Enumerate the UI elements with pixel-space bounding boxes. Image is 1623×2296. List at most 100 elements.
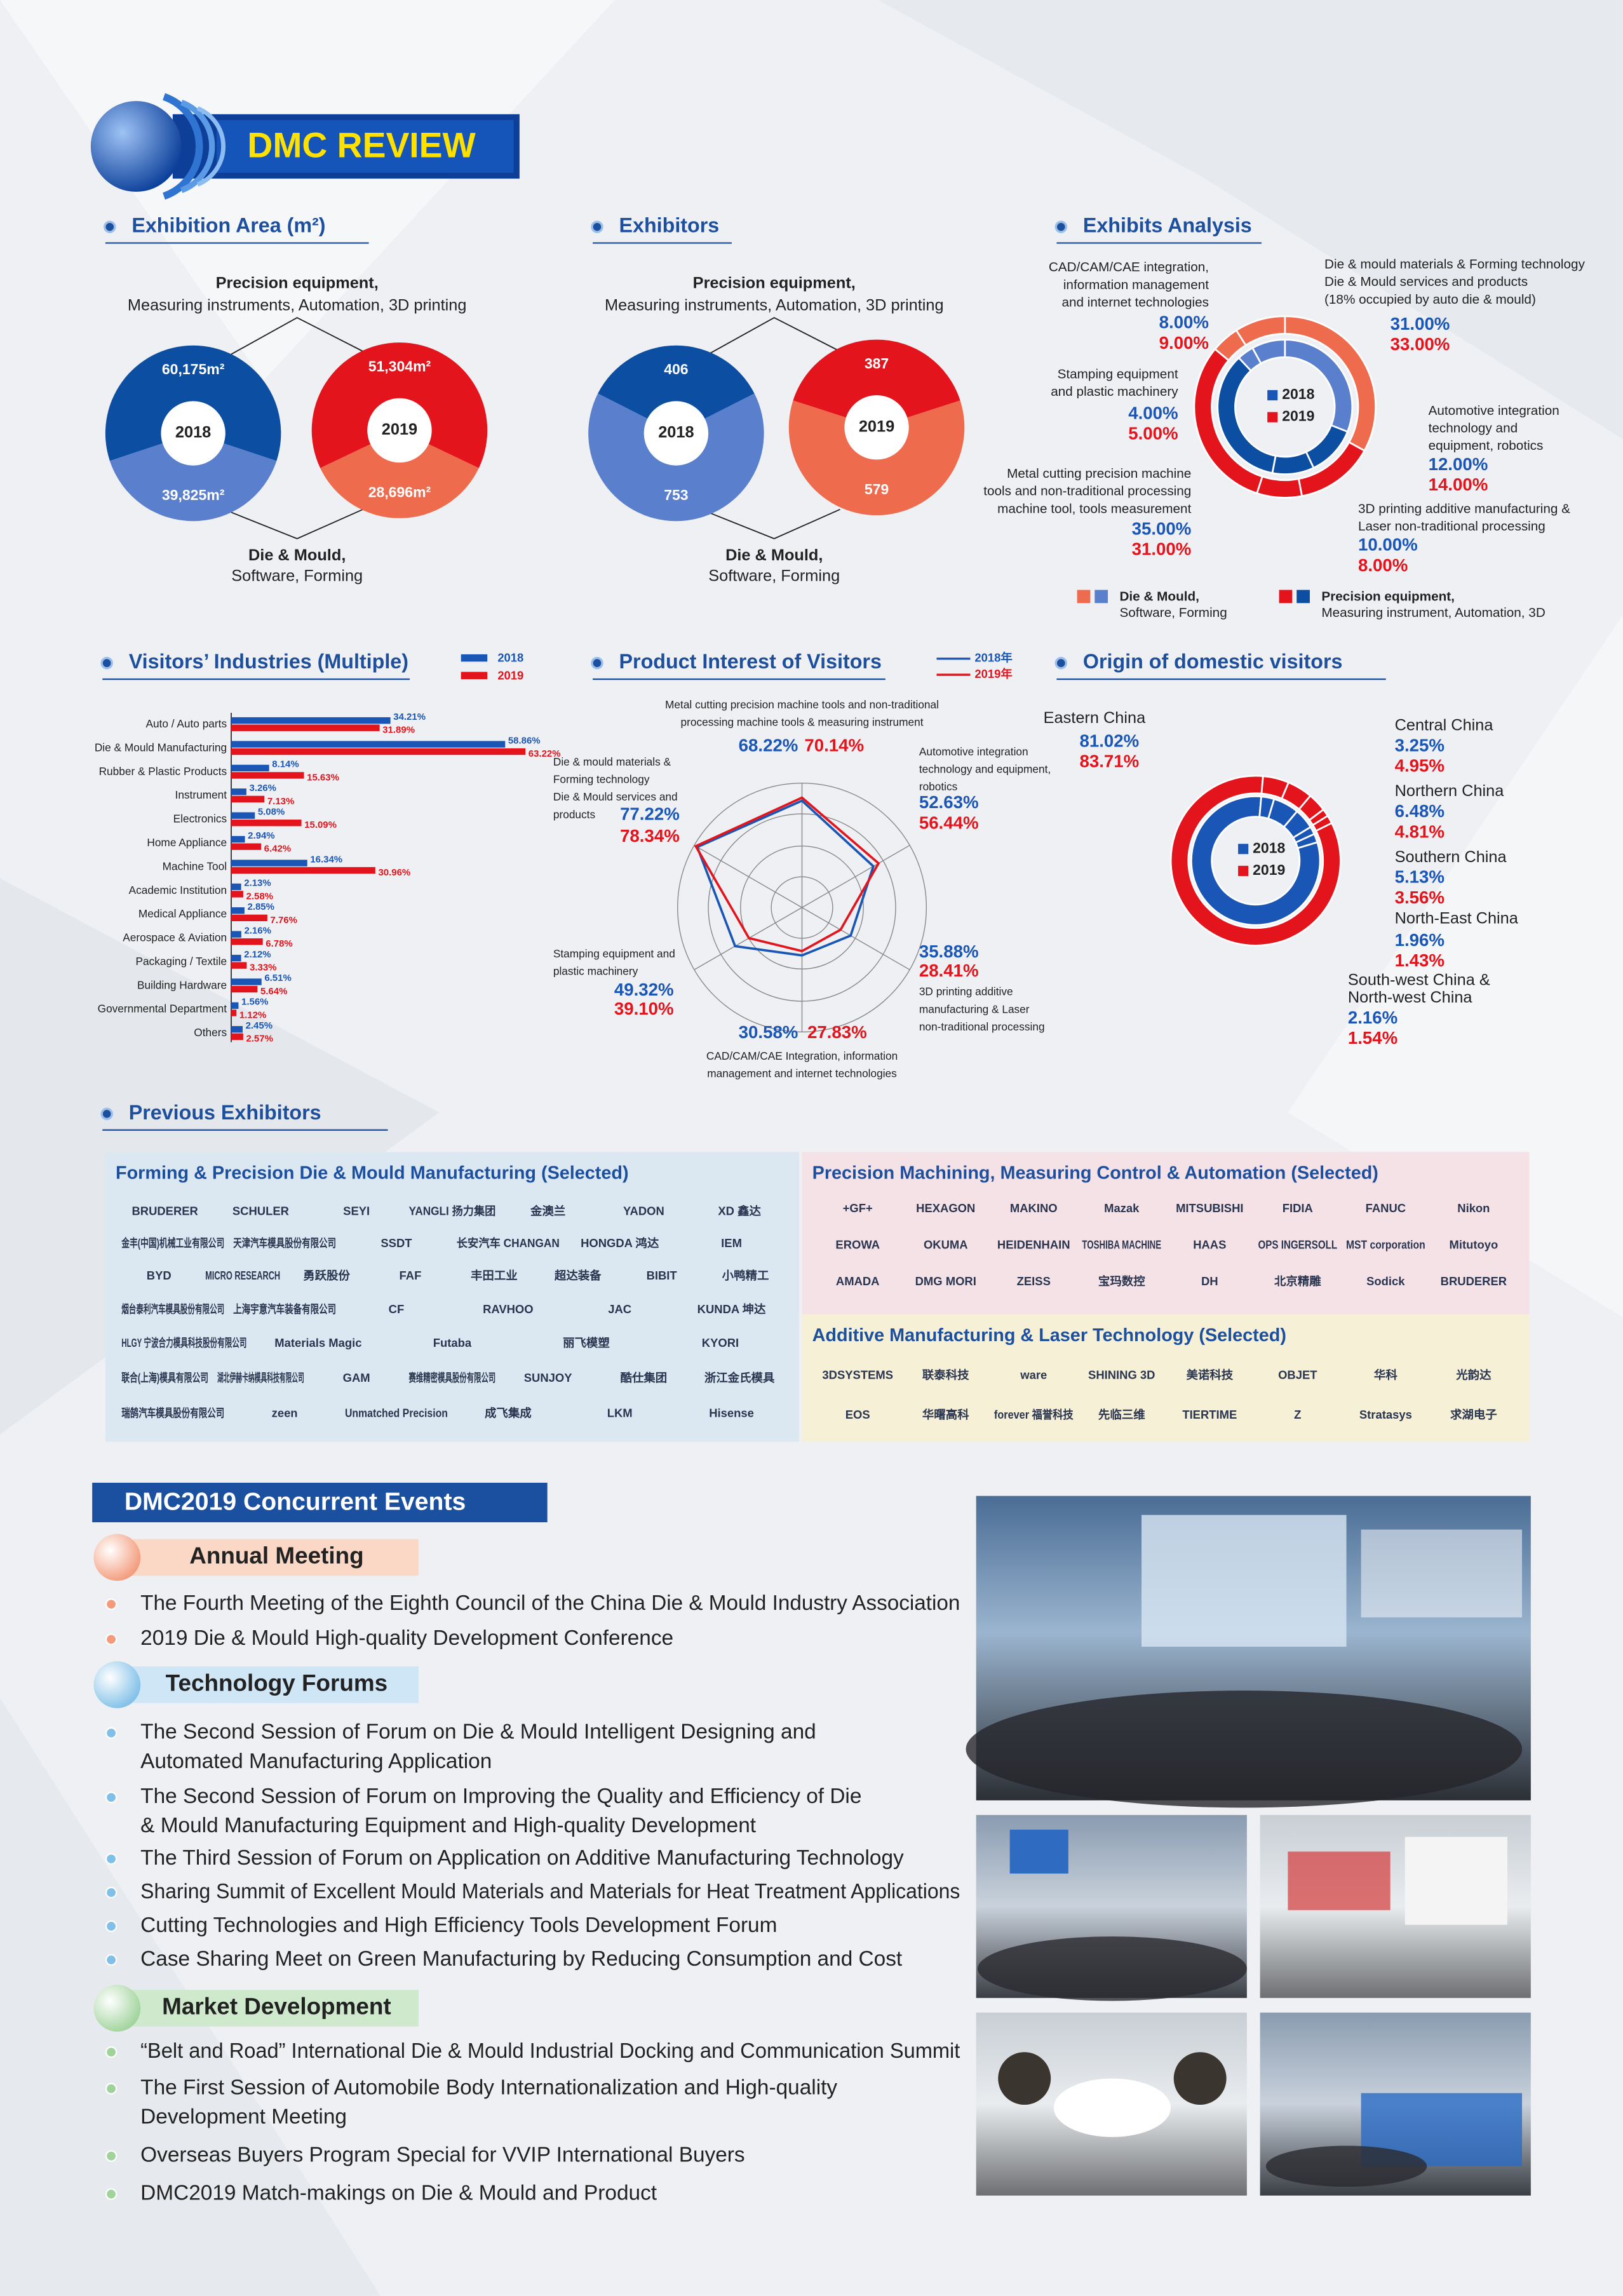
exhibitor-logo: Hisense <box>709 1406 754 1419</box>
exhibitor-logo: 联合(上海)模具有限公司 <box>121 1371 208 1384</box>
value-label: 1.12% <box>239 1010 266 1020</box>
item-bullet <box>105 1598 118 1611</box>
exhibitor-logo: SSDT <box>380 1236 412 1250</box>
item-bullet <box>105 1920 118 1933</box>
category-label: Others <box>194 1026 227 1039</box>
value-label: 58.86% <box>508 735 541 746</box>
category-label: Stamping equipment and <box>553 947 675 960</box>
category-label: management and internet technologies <box>707 1067 897 1080</box>
radar-axis <box>802 907 910 970</box>
header-arc <box>163 93 203 200</box>
donut-hole <box>844 395 909 460</box>
category-label: Packaging / Textile <box>135 955 227 968</box>
legend-label: 2018 <box>1282 386 1314 402</box>
legend-swatch <box>461 672 488 680</box>
exhibitor-logo: 烟台泰利汽车模具股份有限公司 <box>121 1302 224 1316</box>
section-title: Exhibits Analysis <box>1083 214 1252 237</box>
donut-slice <box>598 345 755 419</box>
exhibitor-logo: HEXAGON <box>916 1201 975 1215</box>
legend-label: 2018年 <box>974 651 1012 665</box>
legend-label: 2019 <box>1282 408 1314 424</box>
legend-swatch <box>1296 590 1310 604</box>
value-label: 5.64% <box>260 986 287 997</box>
legend-swatch <box>1267 390 1278 401</box>
bar <box>231 788 246 795</box>
radar-axis <box>802 844 910 908</box>
exhibitor-logo: YADON <box>623 1205 664 1218</box>
exhibitor-logo: 联泰科技 <box>922 1368 969 1382</box>
exhibitor-logo: MAKINO <box>1010 1201 1058 1215</box>
exhibitor-logo: KYORI <box>702 1336 739 1349</box>
donut-hole <box>643 401 709 466</box>
bar <box>231 843 262 850</box>
category-label: Metal cutting precision machine tools an… <box>665 698 939 711</box>
header-arc <box>180 100 215 193</box>
section-bullet <box>591 656 603 670</box>
donut-center-label: 2018 <box>175 424 211 442</box>
bar <box>231 860 307 867</box>
value-label: 8.14% <box>272 759 299 770</box>
exhibitor-logo: HAAS <box>1193 1238 1226 1252</box>
panel <box>802 1314 1530 1442</box>
value-label: 2.12% <box>244 949 271 960</box>
group-heading: Technology Forums <box>166 1670 388 1696</box>
exhibitor-logo: TOSHIBA MACHINE <box>1082 1238 1161 1252</box>
value-label: 2.45% <box>246 1020 273 1031</box>
value-label: 9.00% <box>1159 333 1209 353</box>
exhibitor-logo: 上海宇意汽车装备有限公司 <box>233 1302 336 1316</box>
event-item: Development Meeting <box>140 2105 347 2129</box>
event-item: The First Session of Automobile Body Int… <box>140 2076 837 2100</box>
exhibitor-logo: SHINING 3D <box>1088 1368 1155 1382</box>
value-label: 16.34% <box>310 854 342 865</box>
category-label: CAD/CAM/CAE integration, <box>1049 260 1209 274</box>
exhibitor-logo: 光韵达 <box>1455 1368 1492 1382</box>
category-label: robotics <box>919 780 958 793</box>
connector <box>231 508 363 539</box>
exhibitor-logo: KUNDA 坤达 <box>697 1302 766 1316</box>
exhibitor-logo: IEM <box>721 1236 742 1250</box>
item-bullet <box>105 2046 118 2058</box>
exhibitor-logo: Sodick <box>1366 1274 1405 1288</box>
legend-swatch <box>461 654 488 662</box>
panel-title: Precision Machining, Measuring Control &… <box>812 1163 1378 1183</box>
exhibitor-logo: 金澳兰 <box>530 1205 565 1218</box>
exhibitor-logo: YANGLI 扬力集团 <box>408 1205 495 1218</box>
photo <box>1260 1814 1531 1998</box>
value-label: 3.56% <box>1395 888 1445 907</box>
item-bullet <box>105 2150 118 2162</box>
exhibitor-logo: Stratasys <box>1359 1408 1412 1421</box>
bar <box>231 764 269 772</box>
value-label: 1.43% <box>1395 950 1445 970</box>
value-label: 51,304m² <box>368 358 431 374</box>
value-label: 3.33% <box>250 962 276 973</box>
exhibitor-logo: 北京精雕 <box>1274 1274 1321 1288</box>
photo-detail <box>998 2052 1051 2105</box>
donut-slice <box>320 444 479 518</box>
bar <box>231 1033 243 1040</box>
photo <box>976 2012 1247 2196</box>
category-label: Laser non-traditional processing <box>1358 519 1546 534</box>
category-label: Forming technology <box>553 773 650 786</box>
exhibitor-logo: 湖北伊赫卡纳模具科技有限公司 <box>217 1371 304 1384</box>
section-bullet <box>100 656 113 670</box>
legend-label: 2018 <box>1253 839 1285 856</box>
value-label: 7.76% <box>270 915 297 926</box>
header-ball <box>90 101 182 192</box>
exhibitor-logo: 3DSYSTEMS <box>822 1368 893 1382</box>
bar <box>231 1002 239 1010</box>
bar <box>231 867 375 874</box>
donut-center-label: 2018 <box>658 424 694 442</box>
category-label: Stamping equipment <box>1058 367 1178 381</box>
event-item: Overseas Buyers Program Special for VVIP… <box>140 2144 744 2167</box>
value-label: 78.34% <box>620 826 680 846</box>
value-label: 31.89% <box>382 725 415 736</box>
exhibitor-logo: OKUMA <box>924 1238 968 1252</box>
category-label: Building Hardware <box>137 978 227 991</box>
bar <box>231 748 526 755</box>
value-label: 753 <box>664 487 688 503</box>
bar <box>231 812 255 819</box>
section-bullet <box>103 220 116 233</box>
donut-center-label: 2019 <box>382 421 417 438</box>
